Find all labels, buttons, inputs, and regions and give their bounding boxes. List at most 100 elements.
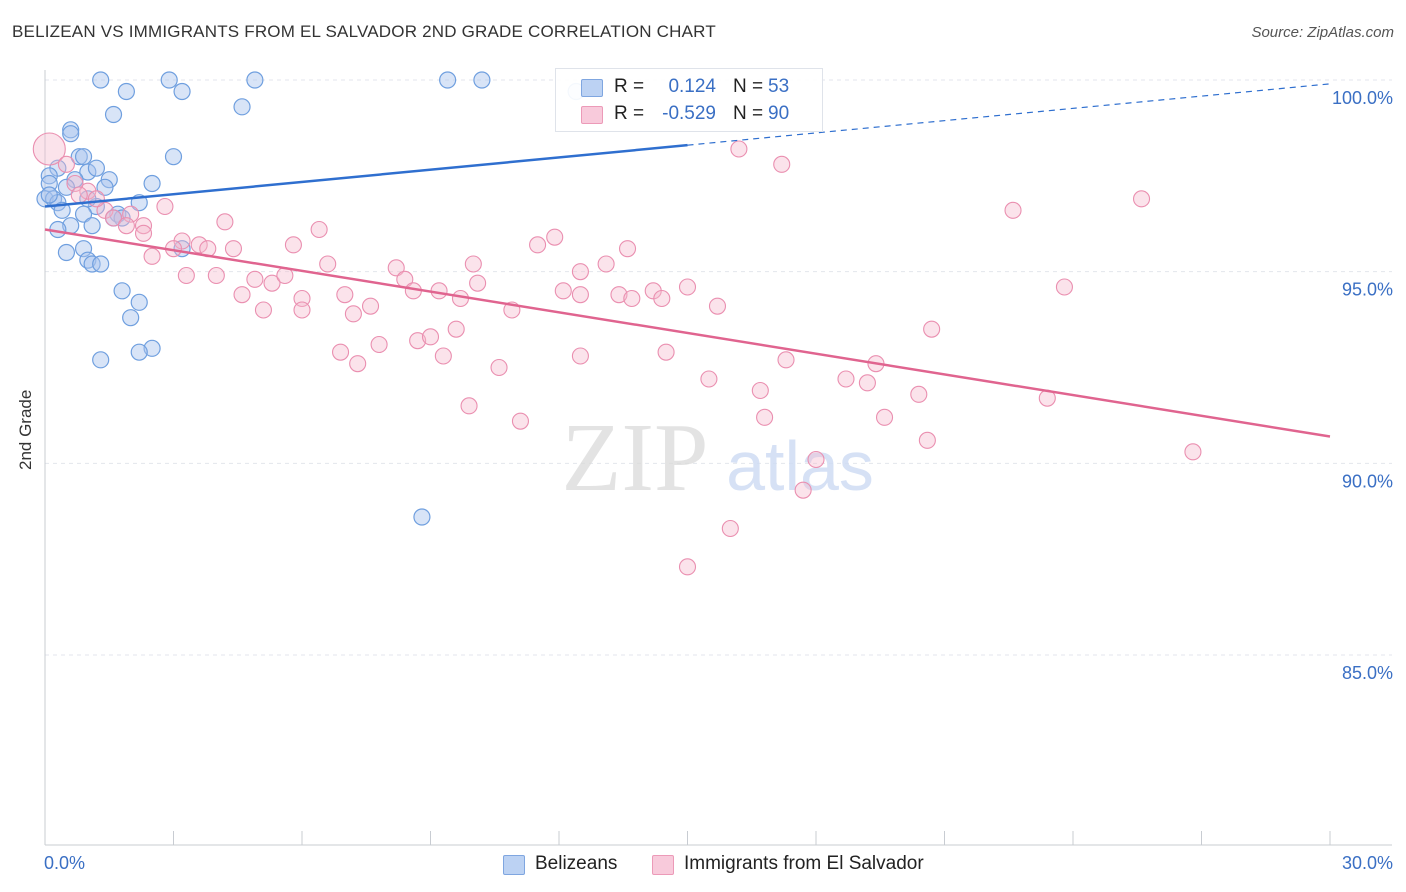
- salvador-point: [434, 347, 452, 365]
- belizean-point: [74, 148, 93, 166]
- y-tick-label: 100.0%: [1332, 88, 1393, 108]
- legend-n-label: N =: [733, 103, 764, 124]
- salvador-point: [1184, 443, 1202, 461]
- tick-labels: 85.0% 90.0% 95.0% 100.0% 0.0% 30.0%: [44, 88, 1393, 873]
- belizean-point: [83, 217, 101, 235]
- belizean-trend-line: [44, 143, 688, 208]
- salvador-point: [623, 289, 641, 308]
- salvador-point: [773, 155, 791, 173]
- salvador-point: [233, 286, 251, 304]
- belizeans-points: [36, 71, 585, 526]
- salvador-point: [807, 450, 825, 469]
- belizean-point: [130, 343, 148, 361]
- belizean-point: [160, 71, 178, 89]
- salvador-point: [70, 186, 88, 204]
- legend-swatch-salvador: [652, 855, 674, 875]
- salvador-point: [421, 328, 440, 346]
- gridlines: [45, 79, 1392, 656]
- salvador-point: [910, 385, 928, 403]
- salvador-point: [756, 408, 774, 426]
- legend-row-belizeans: R = 0.124 N = 53: [556, 73, 822, 101]
- salvador-point: [730, 140, 748, 158]
- belizean-point: [92, 255, 110, 273]
- salvador-point: [571, 347, 589, 365]
- legend-row-salvador: R = -0.529 N = 90: [556, 100, 822, 128]
- salvador-point: [794, 481, 812, 499]
- watermark-atlas: atlas: [726, 427, 874, 505]
- salvador-point: [1004, 201, 1022, 219]
- salvador-point: [361, 297, 380, 315]
- belizean-point: [96, 178, 114, 196]
- legend-r-value: -0.529: [662, 103, 716, 124]
- salvador-point: [190, 236, 208, 254]
- salvador-point: [657, 343, 675, 361]
- belizean-point: [113, 282, 131, 300]
- salvador-point: [923, 320, 941, 338]
- y-tick-label: 95.0%: [1342, 280, 1393, 300]
- legend-r-label: R =: [614, 103, 645, 124]
- salvador-point: [918, 431, 936, 449]
- watermark: ZIP atlas: [562, 404, 874, 512]
- salvador-point: [447, 320, 465, 338]
- source-label: Source: ZipAtlas.com: [1251, 24, 1394, 41]
- belizean-point: [57, 243, 76, 262]
- salvador-point: [117, 217, 135, 235]
- salvador-point: [678, 278, 697, 296]
- salvador-point: [554, 282, 572, 300]
- belizean-point: [87, 159, 106, 177]
- belizean-point: [117, 82, 135, 101]
- belizean-point: [62, 125, 80, 143]
- salvador-point: [464, 255, 482, 273]
- correlation-legend: R = 0.124 N = 53 R = -0.529 N = 90: [555, 68, 823, 132]
- salvador-point: [293, 301, 311, 319]
- salvador-point: [336, 286, 354, 304]
- series-legend: Belizeans Immigrants from El Salvador: [0, 852, 1406, 878]
- salvador-point: [751, 381, 769, 400]
- salvador-point: [57, 155, 75, 173]
- salvador-point: [344, 305, 362, 323]
- salvador-point: [610, 286, 628, 304]
- salvador-point: [409, 332, 427, 350]
- salvador-point: [370, 335, 388, 354]
- salvador-point: [875, 408, 894, 426]
- belizean-point: [70, 148, 88, 166]
- salvador-point: [246, 270, 264, 288]
- legend-r-label: R =: [614, 76, 645, 97]
- belizean-point: [473, 71, 491, 89]
- salvador-point: [721, 519, 739, 538]
- legend-label-belizeans: Belizeans: [535, 853, 618, 874]
- belizean-point: [233, 98, 251, 116]
- watermark-zip: ZIP: [562, 404, 709, 512]
- belizean-point: [62, 121, 80, 139]
- belizean-trend-extension: [687, 83, 1331, 146]
- legend-swatch-belizeans: [503, 855, 525, 875]
- trend-lines: [44, 83, 1331, 438]
- salvador-point: [87, 190, 105, 208]
- belizean-point: [79, 163, 97, 181]
- salvador-point: [349, 355, 367, 373]
- belizean-point: [92, 351, 110, 369]
- salvador-point: [511, 412, 530, 430]
- x-tick-label: 30.0%: [1342, 853, 1393, 873]
- belizean-point: [104, 105, 123, 124]
- salvador-point: [254, 301, 273, 319]
- salvador-point: [310, 220, 328, 239]
- salvador-point: [207, 266, 225, 285]
- salvador-point: [837, 370, 855, 388]
- salvador-point: [143, 247, 161, 265]
- salvador-trend-line: [44, 228, 1331, 438]
- x-tick-label: 0.0%: [44, 853, 85, 873]
- salvador-point: [224, 240, 243, 258]
- belizean-point: [57, 178, 76, 196]
- belizean-point: [40, 186, 58, 204]
- y-tick-label: 85.0%: [1342, 663, 1393, 683]
- belizean-point: [130, 293, 148, 311]
- salvador-point: [387, 259, 405, 277]
- belizean-point: [92, 71, 110, 89]
- salvador-point: [571, 286, 589, 304]
- salvador-point: [678, 558, 697, 576]
- salvador-point: [546, 228, 564, 246]
- salvador-point: [331, 343, 350, 361]
- legend-r-value: 0.124: [668, 76, 716, 97]
